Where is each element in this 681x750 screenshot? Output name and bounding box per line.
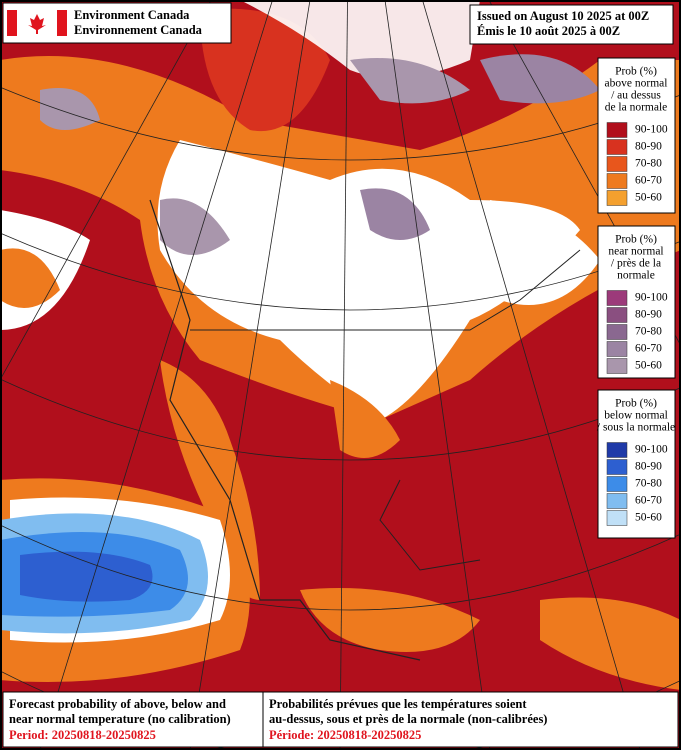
org-fr: Environnement Canada [74,23,203,37]
legend-swatch [606,307,628,323]
legend-title: de la normale [605,102,668,114]
legend-swatch [606,290,628,306]
legend-title: / sous la normale [597,422,675,434]
legend-swatch [606,442,628,458]
legend-swatch [606,476,628,492]
footer-en: near normal temperature (no calibration) [9,712,231,726]
legend-swatch [606,358,628,374]
legend-title: Prob (%) [615,234,657,246]
legend-label: 60-70 [635,175,662,187]
legend-label: 80-90 [635,141,662,153]
footer: Forecast probability of above, below and… [2,691,679,748]
legend-swatch [606,190,628,206]
period-en: Period: 20250818-20250825 [9,728,156,742]
issued-en: Issued on August 10 2025 at 00Z [477,9,649,23]
legend-swatch [606,493,628,509]
legend-label: 70-80 [635,478,662,490]
legend-title: above normal [605,78,668,90]
legend-label: 80-90 [635,309,662,321]
legend-label: 60-70 [635,343,662,355]
legend-swatch [606,324,628,340]
legend-label: 70-80 [635,158,662,170]
legend-swatch [606,459,628,475]
legend-label: 90-100 [635,444,668,456]
legend-label: 60-70 [635,495,662,507]
legend-swatch [606,122,628,138]
legend-label: 70-80 [635,326,662,338]
legend-swatch [606,341,628,357]
legend-title: Prob (%) [615,398,657,410]
footer-en: Forecast probability of above, below and [9,697,226,711]
legend-title: below normal [604,410,668,422]
legend-title: Prob (%) [615,66,657,78]
header-box: Environment Canada Environnement Canada [2,2,232,44]
legend-title: near normal [608,246,663,258]
legend-swatch [606,510,628,526]
legend-label: 90-100 [635,292,668,304]
legend-label: 50-60 [635,192,662,204]
legend-label: 50-60 [635,512,662,524]
period-fr: Période: 20250818-20250825 [269,728,421,742]
legend-label: 50-60 [635,360,662,372]
org-en: Environment Canada [74,8,190,22]
legend-title: / près de la [611,258,661,270]
legend-swatch [606,139,628,155]
footer-fr: Probabilités prévues que les température… [269,697,527,711]
legend-title: / au dessus [611,90,661,102]
issued-box: Issued on August 10 2025 at 00Z Émis le … [469,4,674,45]
legend-swatch [606,156,628,172]
issued-fr: Émis le 10 août 2025 à 00Z [477,24,620,38]
legend-label: 80-90 [635,461,662,473]
legend-swatch [606,173,628,189]
legend-label: 90-100 [635,124,668,136]
footer-fr: au-dessus, sous et près de la normale (n… [269,712,547,726]
legend-title: normale [617,270,655,282]
